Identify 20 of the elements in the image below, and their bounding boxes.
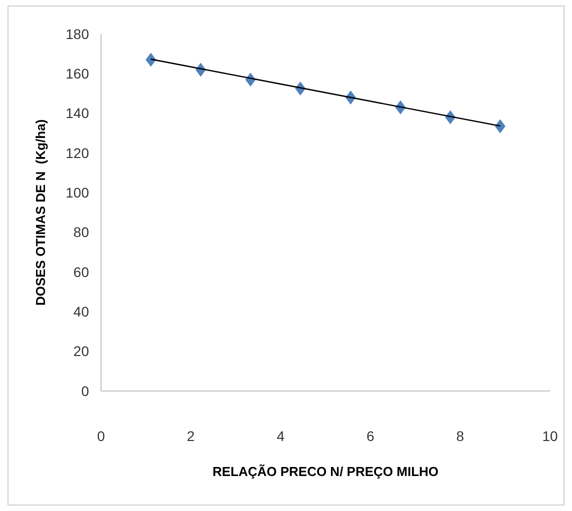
y-tick-label: 80 — [73, 224, 90, 240]
x-tick-label: 6 — [366, 428, 374, 444]
x-tick-label: 2 — [186, 428, 195, 444]
x-tick-label: 8 — [456, 428, 464, 444]
y-tick-label: 160 — [66, 66, 90, 82]
x-tick-label: 4 — [276, 428, 285, 444]
y-tick-label: 40 — [73, 304, 90, 320]
x-axis-title: RELAÇÃO PRECO N/ PREÇO MILHO — [212, 464, 439, 479]
y-tick-label: 20 — [73, 343, 90, 360]
y-tick-label: 60 — [73, 264, 90, 280]
y-tick-label: 120 — [66, 144, 90, 161]
y-tick-label: 100 — [66, 184, 90, 201]
y-tick-label: 180 — [66, 26, 90, 42]
y-tick-label: 0 — [81, 382, 90, 399]
y-axis-title: DOSES OTIMAS DE N (Kg/ha) — [33, 119, 48, 306]
x-tick-label: 0 — [97, 428, 106, 444]
y-tick-label: 140 — [66, 105, 90, 122]
x-tick-label: 10 — [542, 428, 558, 444]
point — [146, 52, 156, 67]
point — [494, 119, 506, 134]
